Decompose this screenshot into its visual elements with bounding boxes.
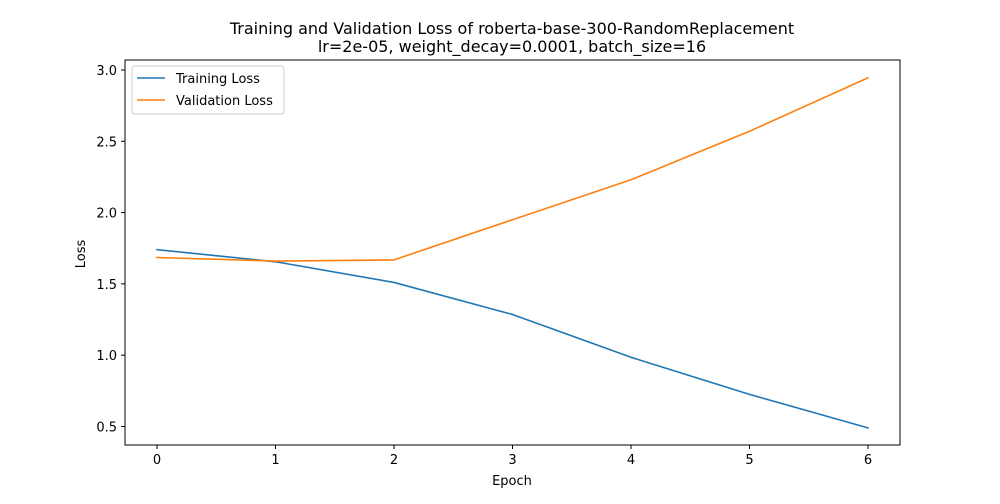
y-tick-label: 1.0 [96,349,117,364]
y-tick-label: 1.5 [96,278,117,293]
y-tick-label: 2.5 [96,135,117,150]
x-tick-label: 1 [271,453,279,468]
x-tick-label: 3 [508,453,516,468]
y-tick-label: 3.0 [96,64,117,79]
x-tick-label: 0 [153,453,161,468]
chart-subtitle: lr=2e-05, weight_decay=0.0001, batch_siz… [318,37,706,57]
x-axis-label: Epoch [492,474,532,489]
legend-label-validation-loss: Validation Loss [176,94,273,109]
legend-label-training-loss: Training Loss [175,72,260,87]
x-tick-label: 5 [745,453,753,468]
y-axis-label: Loss [74,240,89,269]
x-tick-label: 2 [390,453,398,468]
x-tick-label: 6 [864,453,872,468]
y-tick-label: 0.5 [96,420,117,435]
y-tick-label: 2.0 [96,207,117,222]
chart-title: Training and Validation Loss of roberta-… [229,19,794,38]
x-tick-label: 4 [627,453,635,468]
plot-area [125,60,900,445]
legend: Training Loss Validation Loss [132,66,284,114]
